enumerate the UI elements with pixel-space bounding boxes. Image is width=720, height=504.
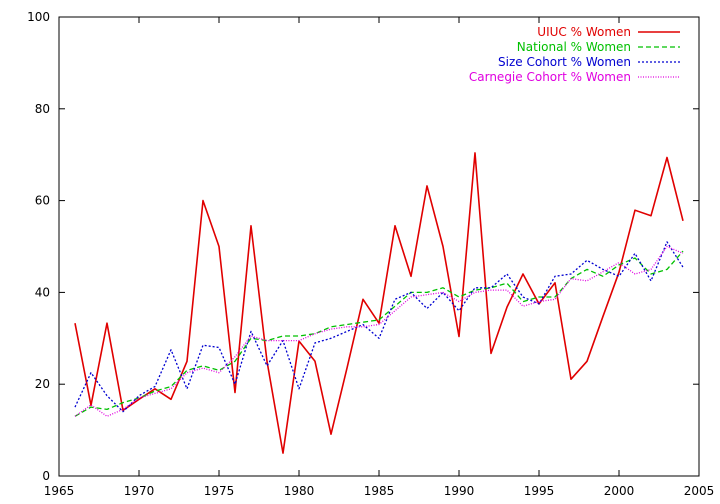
- x-tick-label: 1970: [124, 484, 155, 498]
- x-tick-label: 1990: [444, 484, 475, 498]
- y-tick-label: 80: [35, 102, 50, 116]
- x-tick-label: 1985: [364, 484, 395, 498]
- x-tick-label: 1965: [44, 484, 75, 498]
- y-tick-label: 100: [27, 10, 50, 24]
- series-lines: [74, 152, 684, 454]
- x-tick-label: 2000: [604, 484, 635, 498]
- y-tick-label: 20: [35, 377, 50, 391]
- axis-ticks: 1965 1970 1975 1980 1985 1990 1995 2000 2005 0 20 4…: [27, 10, 714, 498]
- series-line-uiuc-women: [74, 152, 684, 454]
- x-tick-label: 2005: [684, 484, 715, 498]
- series-line-national-women: [74, 250, 684, 417]
- x-tick-label: 1995: [524, 484, 555, 498]
- x-tick-label: 1975: [204, 484, 235, 498]
- y-tick-label: 40: [35, 285, 50, 299]
- plot-frame: [58, 16, 700, 477]
- series-line-size-cohort-women: [74, 241, 684, 413]
- y-tick-label: 60: [35, 194, 50, 208]
- legend-label: Size Cohort % Women: [498, 55, 631, 69]
- y-tick-label: 0: [42, 469, 50, 483]
- legend-label: Carnegie Cohort % Women: [469, 70, 631, 84]
- legend-label: UIUC % Women: [537, 25, 631, 39]
- x-tick-label: 1980: [284, 484, 315, 498]
- legend-label: National % Women: [517, 40, 631, 54]
- series-line-carnegie-cohort-women: [74, 245, 684, 417]
